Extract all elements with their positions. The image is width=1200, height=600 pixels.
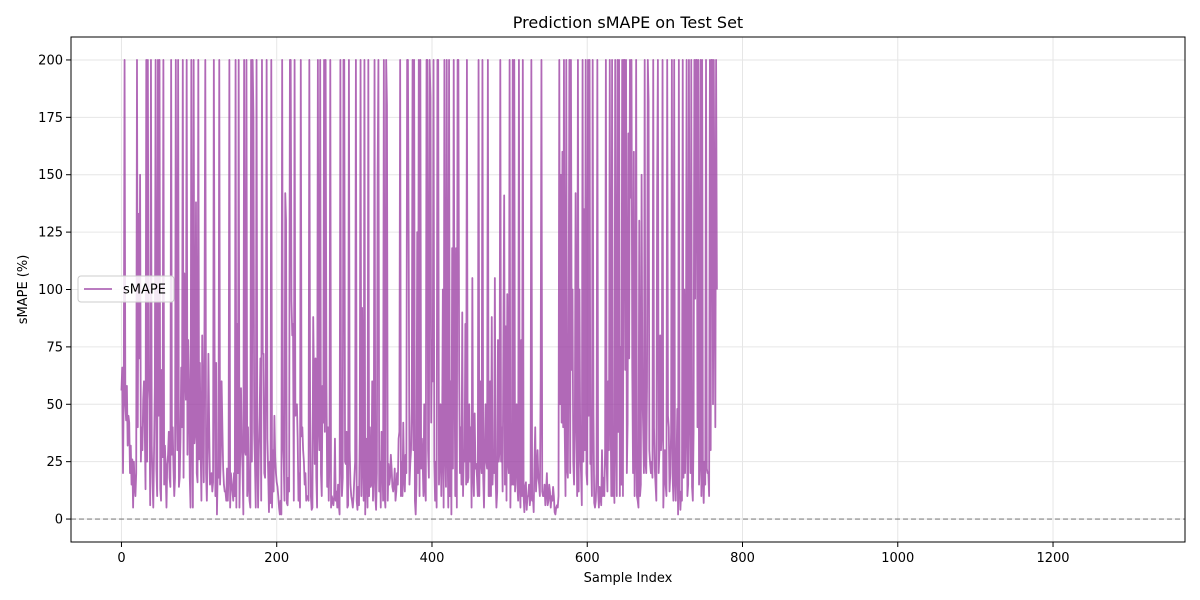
x-tick-label: 600 — [575, 551, 600, 566]
x-tick-label: 1200 — [1036, 551, 1069, 566]
y-tick-label: 75 — [46, 340, 63, 355]
y-axis-label: sMAPE (%) — [16, 255, 31, 325]
x-tick-label: 1000 — [881, 551, 914, 566]
y-tick-label: 50 — [46, 398, 63, 413]
x-tick-label: 400 — [420, 551, 445, 566]
smape-series-line — [120, 59, 718, 516]
chart-title: Prediction sMAPE on Test Set — [513, 13, 743, 32]
y-tick-label: 100 — [38, 283, 63, 298]
y-tick-label: 25 — [46, 455, 63, 470]
x-tick-label: 800 — [730, 551, 755, 566]
y-tick-label: 125 — [38, 226, 63, 241]
legend-box — [77, 275, 175, 303]
x-tick-label: 0 — [117, 551, 125, 566]
y-axis-ticks: 0 25 50 75 100 125 150 175 200 — [38, 53, 71, 528]
legend-label: sMAPE — [123, 283, 166, 298]
legend: sMAPE — [77, 275, 175, 303]
y-tick-label: 175 — [38, 111, 63, 126]
x-axis-label: Sample Index — [584, 571, 673, 586]
x-tick-label: 200 — [264, 551, 289, 566]
y-tick-label: 150 — [38, 168, 63, 183]
y-tick-label: 200 — [38, 53, 63, 68]
x-axis-ticks: 0 200 400 600 800 1000 1200 — [117, 542, 1070, 566]
y-tick-label: 0 — [55, 513, 63, 528]
